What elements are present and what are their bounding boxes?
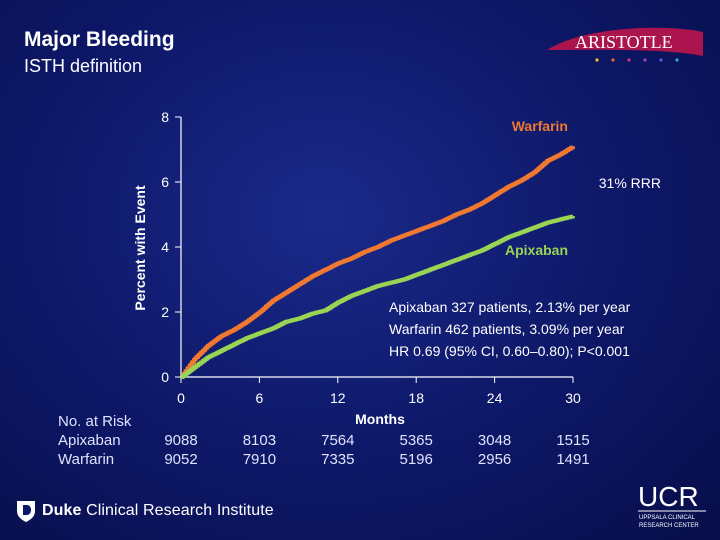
x-tick-label: 0 — [177, 390, 185, 406]
series-layer — [181, 145, 575, 379]
ucr-logo-line2: RESEARCH CENTER — [639, 523, 699, 529]
risk-value-apixaban: 9088 — [164, 432, 198, 449]
page-subtitle: ISTH definition — [24, 56, 143, 76]
y-tick-label: 8 — [161, 109, 169, 125]
risk-value-apixaban: 5365 — [399, 432, 433, 449]
risk-value-apixaban: 7564 — [321, 432, 355, 449]
stat-hr: HR 0.69 (95% CI, 0.60–0.80); P<0.001 — [389, 343, 630, 359]
page-title: Major Bleeding — [24, 28, 175, 51]
risk-value-warfarin: 2956 — [477, 451, 512, 468]
aristotle-logo: ARISTOTLE — [547, 27, 703, 62]
risk-value-apixaban: 1515 — [556, 432, 590, 449]
y-tick-label: 6 — [161, 174, 169, 190]
risk-value-warfarin: 7910 — [242, 451, 277, 468]
x-tick-label: 6 — [256, 390, 264, 406]
rrr-annotation: 31% RRR — [599, 175, 661, 191]
x-tick-label: 12 — [330, 390, 346, 406]
duke-brand: Duke — [42, 502, 82, 519]
risk-table-header: No. at Risk — [58, 413, 132, 430]
ucr-logo-main: UCR — [638, 481, 699, 512]
x-axis-label: Months — [355, 411, 405, 427]
x-tick-label: 24 — [487, 390, 503, 406]
stat-apixaban: Apixaban 327 patients, 2.13% per year — [389, 299, 631, 315]
risk-value-warfarin: 7335 — [321, 451, 355, 468]
x-tick-label: 18 — [408, 390, 424, 406]
series-label-apixaban: Apixaban — [505, 242, 568, 258]
aristotle-logo-text: ARISTOTLE — [575, 32, 673, 52]
risk-row-label-apixaban: Apixaban — [58, 432, 121, 449]
x-tick-label: 30 — [565, 390, 581, 406]
y-tick-label: 0 — [161, 369, 169, 385]
y-tick-label: 2 — [161, 304, 169, 320]
series-line-apixaban — [181, 214, 575, 379]
series-label-warfarin: Warfarin — [512, 118, 568, 134]
y-tick-label: 4 — [161, 239, 169, 255]
risk-value-warfarin: 1491 — [556, 451, 590, 468]
y-axis-label: Percent with Event — [132, 185, 148, 311]
duke-logo: Duke Clinical Research Institute — [16, 496, 274, 526]
ucr-logo-line1: UPPSALA CLINICAL — [639, 515, 696, 521]
stat-warfarin: Warfarin 462 patients, 3.09% per year — [389, 321, 625, 337]
series-line-warfarin — [181, 145, 575, 379]
risk-value-warfarin: 5196 — [399, 451, 433, 468]
risk-value-warfarin: 9052 — [164, 451, 198, 468]
risk-value-apixaban: 3048 — [477, 432, 512, 449]
ucr-logo: UCR UPPSALA CLINICAL RESEARCH CENTER — [638, 481, 706, 529]
risk-value-apixaban: 8103 — [242, 432, 277, 449]
risk-row-label-warfarin: Warfarin — [58, 451, 115, 468]
duke-institute-name: Clinical Research Institute — [86, 502, 274, 519]
duke-shield-icon — [17, 501, 35, 522]
